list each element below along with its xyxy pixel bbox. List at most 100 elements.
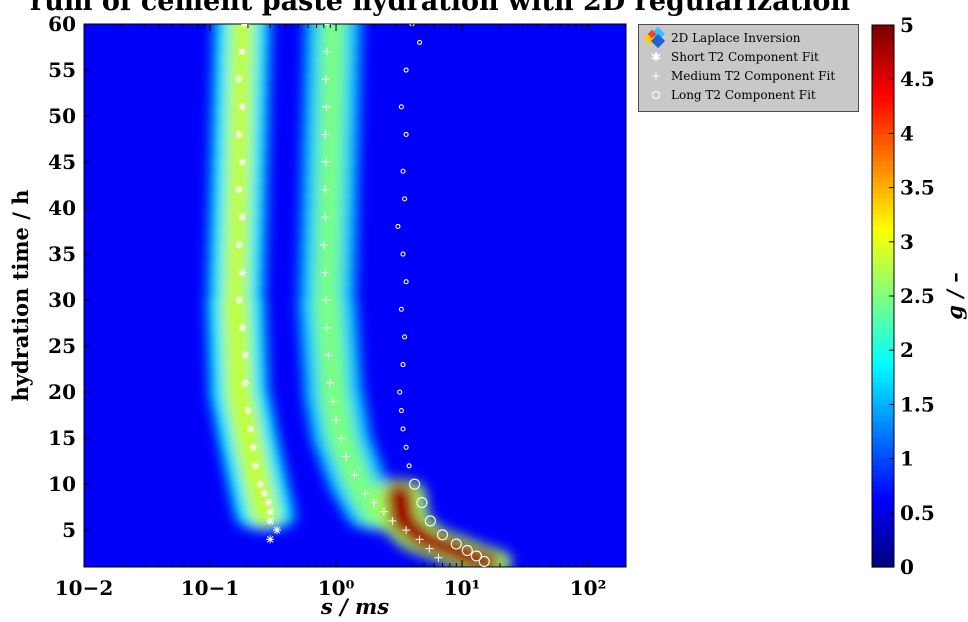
colorbar-segment [872, 117, 894, 124]
colorbar-segment [872, 556, 894, 563]
marker-layer [235, 24, 490, 567]
short-t2-point [249, 443, 258, 452]
colorbar-segment [872, 52, 894, 59]
short-t2-point [266, 516, 275, 525]
medium-t2-point [361, 489, 370, 498]
long-t2-point [424, 515, 436, 527]
colorbar-segment [872, 561, 894, 568]
legend-item-laplace: 2D Laplace Inversion [643, 26, 801, 49]
colorbar-segment [872, 100, 894, 107]
colorbar-segment [872, 73, 894, 80]
medium-t2-point [342, 452, 351, 461]
heatmap-core [224, 134, 255, 155]
colorbar-segment [872, 447, 894, 454]
colorbar-segment [872, 214, 894, 221]
long-t2-point [403, 444, 409, 450]
colorbar-tick-label: 0 [900, 555, 914, 579]
short-t2-point [238, 47, 247, 56]
colorbar-segment [872, 230, 894, 237]
colorbar-segment [872, 534, 894, 541]
y-tick-label: 55 [48, 58, 76, 82]
colorbar-segment [872, 122, 894, 129]
colorbar-segment [872, 301, 894, 308]
colorbar-segment [872, 491, 894, 498]
short-t2-point [256, 480, 265, 489]
medium-t2-point [323, 24, 332, 28]
long-t2-point [398, 407, 404, 414]
long-t2-point [450, 538, 462, 550]
legend-label: Long T2 Component Fit [671, 88, 816, 102]
short-t2-point [238, 102, 247, 111]
medium-t2-point [321, 158, 330, 167]
chart-title: rum of cement paste hydration with 2D re… [30, 0, 850, 17]
heatmap-core [317, 31, 348, 52]
y-tick-label: 45 [48, 150, 76, 174]
legend-label: Medium T2 Component Fit [671, 69, 836, 83]
colorbar-segment [872, 426, 894, 433]
medium-t2-point [379, 507, 388, 516]
colorbar-segment [872, 323, 894, 330]
colorbar-segment [872, 420, 894, 427]
medium-t2-point [321, 213, 330, 222]
medium-t2-point [321, 185, 330, 194]
heatmap-core [314, 169, 345, 190]
colorbar-segment [872, 268, 894, 275]
heatmap-core [316, 100, 347, 121]
heatmap-core [316, 83, 347, 104]
colorbar-segment [872, 442, 894, 449]
long-t2-point [478, 555, 490, 567]
long-t2-point [398, 306, 404, 312]
colorbar-segment [872, 133, 894, 140]
medium-t2-point [425, 544, 434, 553]
colorbar-tick-label: 1 [900, 447, 914, 471]
plot-frame [83, 23, 627, 568]
laplace-swatch-icon [643, 26, 667, 49]
medium-t2-point [322, 102, 331, 111]
heatmap-core [224, 117, 255, 138]
long-t2-point [461, 544, 473, 556]
colorbar-segment [872, 398, 894, 405]
colorbar-segment [872, 35, 894, 42]
heatmap-core [317, 48, 348, 69]
colorbar-segment [872, 90, 894, 97]
heatmap-layer [205, 24, 512, 567]
colorbar-tick-label: 0.5 [900, 501, 935, 525]
long-t2-point [470, 550, 482, 562]
short-t2-point [241, 351, 250, 360]
heatmap-core [314, 186, 345, 207]
heatmap-core [221, 272, 252, 293]
short-t2-point [266, 535, 275, 544]
long-t2-point [398, 104, 404, 110]
heatmap-core [223, 186, 254, 207]
y-tick-label: 20 [48, 380, 76, 404]
colorbar-segment [872, 501, 894, 508]
colorbar-segment [872, 306, 894, 313]
colorbar-segment [872, 263, 894, 270]
short-t2-point [264, 498, 273, 507]
x-tick-label: 10² [570, 576, 607, 600]
medium-t2-point [415, 535, 424, 544]
y-tick-label: 5 [62, 518, 76, 542]
colorbar-segment [872, 290, 894, 297]
x-tick-label: 10⁰ [318, 576, 355, 600]
medium-t2-point [324, 351, 333, 360]
long-t2-point [406, 463, 412, 469]
long-t2-point [400, 426, 406, 432]
colorbar-segment [872, 415, 894, 422]
heatmap-core [314, 203, 345, 224]
colorbar-label: g / – [942, 272, 967, 319]
long-t2-point [403, 67, 409, 73]
asterisk-marker-icon: ✱ [650, 50, 662, 64]
heatmap-core [221, 238, 252, 259]
colorbar-segment [872, 474, 894, 481]
short-t2-point [235, 185, 244, 194]
colorbar-segment [872, 84, 894, 91]
colorbar-segment [872, 507, 894, 514]
colorbar-segment [872, 252, 894, 259]
long-t2-point [400, 168, 406, 174]
colorbar-segment [872, 138, 894, 145]
short-t2-point [241, 378, 250, 387]
medium-t2-point [321, 268, 330, 277]
colorbar-segment [872, 285, 894, 292]
colorbar-segment [872, 225, 894, 232]
